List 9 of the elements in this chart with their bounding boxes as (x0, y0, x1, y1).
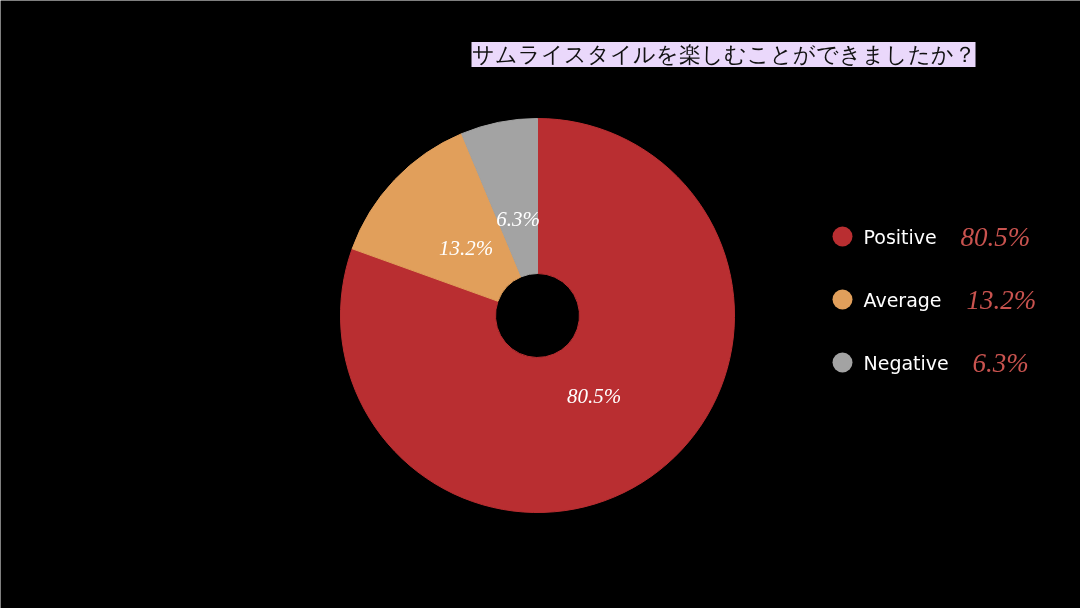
data-label: 13.2% (439, 235, 494, 260)
legend-label: Average (863, 288, 942, 311)
legend-label: Positive (863, 225, 937, 248)
chart-title: サムライスタイルを楽しむことができましたか？ (471, 42, 976, 67)
text: 6.3% (972, 347, 1029, 378)
legend-label: Negative (863, 351, 949, 374)
text: 13.2% (966, 284, 1037, 315)
data-label: 80.5% (567, 384, 622, 409)
text: 80.5% (960, 221, 1031, 252)
